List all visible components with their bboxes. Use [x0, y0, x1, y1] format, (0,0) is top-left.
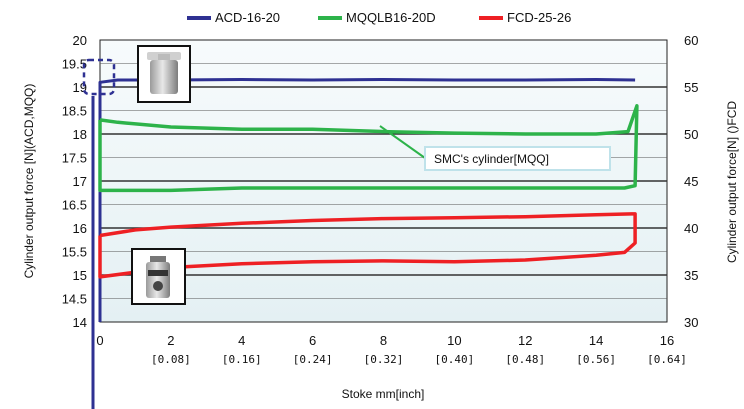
y-right-tick-label: 45 [684, 174, 698, 189]
tick-labels: 2019.51918.51817.51716.51615.51514.51460… [62, 33, 699, 366]
x-tick-inch-label: [0.24] [293, 353, 333, 366]
series-layer [91, 78, 639, 409]
x-tick-label: 12 [518, 333, 532, 348]
y-left-tick-label: 14.5 [62, 292, 87, 307]
y-left-tick-label: 17.5 [62, 151, 87, 166]
callout-text: SMC's cylinder[MQQ] [434, 152, 549, 166]
y-left-tick-label: 19.5 [62, 57, 87, 72]
y-axis-right-title: Cylinder output force[N] ()FCD [725, 101, 739, 263]
x-tick-inch-label: [0.32] [364, 353, 404, 366]
y-left-tick-label: 17 [73, 174, 87, 189]
legend-label-acd: ACD-16-20 [215, 10, 280, 25]
y-right-tick-label: 35 [684, 268, 698, 283]
x-tick-inch-label: [0.64] [647, 353, 687, 366]
x-tick-label: 6 [309, 333, 316, 348]
y-left-tick-label: 15.5 [62, 245, 87, 260]
y-left-tick-label: 16 [73, 221, 87, 236]
callout-box [424, 146, 611, 171]
y-left-tick-label: 18 [73, 127, 87, 142]
legend: ACD-16-20 MQQLB16-20D FCD-25-26 [187, 10, 571, 25]
callout: SMC's cylinder[MQQ] [379, 125, 611, 171]
y-right-tick-label: 55 [684, 80, 698, 95]
series-line-acd-16-20 [98, 78, 636, 322]
x-tick-inch-label: [0.48] [505, 353, 545, 366]
x-tick-inch-label: [0.56] [576, 353, 616, 366]
series-line-fcd-25-26 [98, 212, 637, 279]
legend-label-mqq: MQQLB16-20D [346, 10, 436, 25]
y-left-tick-label: 20 [73, 33, 87, 48]
y-axis-left-title: Cylinder output force [N](ACD,MQQ) [22, 84, 36, 279]
x-tick-label: 0 [96, 333, 103, 348]
x-tick-label: 14 [589, 333, 603, 348]
y-left-tick-label: 15 [73, 268, 87, 283]
y-right-tick-label: 60 [684, 33, 698, 48]
x-tick-label: 2 [167, 333, 174, 348]
y-right-tick-label: 40 [684, 221, 698, 236]
x-tick-label: 4 [238, 333, 245, 348]
x-tick-inch-label: [0.16] [222, 353, 262, 366]
x-tick-label: 16 [660, 333, 674, 348]
x-tick-label: 10 [447, 333, 461, 348]
x-tick-inch-label: [0.08] [151, 353, 191, 366]
callout-leader [379, 125, 426, 159]
y-left-tick-label: 18.5 [62, 104, 87, 119]
y-left-tick-label: 14 [73, 315, 87, 330]
x-axis-title: Stoke mm[inch] [342, 387, 425, 401]
highlight-box [82, 58, 116, 96]
cylinder-photo-top [137, 45, 191, 103]
y-right-tick-label: 30 [684, 315, 698, 330]
series-line-mqqlb16-20d [98, 104, 639, 193]
cylinder-photo-bottom [131, 248, 186, 305]
x-tick-label: 8 [380, 333, 387, 348]
legend-label-fcd: FCD-25-26 [507, 10, 571, 25]
x-tick-inch-label: [0.40] [435, 353, 475, 366]
y-left-tick-label: 16.5 [62, 198, 87, 213]
y-right-tick-label: 50 [684, 127, 698, 142]
